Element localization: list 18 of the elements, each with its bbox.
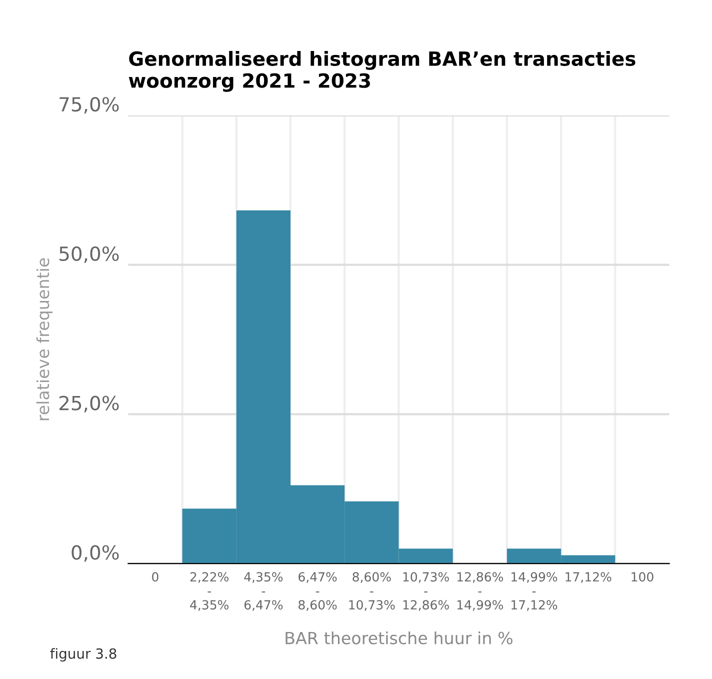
x-tick-label: 10,73% - 12,86% <box>403 572 449 611</box>
x-axis-title: BAR theoretische huur in % <box>286 631 512 644</box>
y-axis-title: relatieve frequentie <box>36 258 52 420</box>
text: figuur 3.8 <box>50 648 116 662</box>
chart-title: Genormaliseerd histogram BAR’en transacties woonzorg 2021 - 2023 <box>128 50 636 92</box>
x-tick-label: 14,99% - 17,12% <box>512 572 558 611</box>
x-tick-label: 8,60% - 10,73% <box>349 572 395 611</box>
y-tick-label: 0,0% <box>72 545 119 562</box>
y-tick-label: 50,0% <box>60 246 119 264</box>
y-tick-label: 75,0% <box>60 96 119 114</box>
x-tick-label: 12,86% - 14,99% <box>457 572 504 611</box>
x-tick-label: 17,12% <box>566 572 612 583</box>
y-tick-label: 25,0% <box>59 396 119 412</box>
x-tick-label: 6,47% - 8,60% <box>298 572 337 611</box>
x-tick-label: 4,35% - 6,47% <box>244 572 283 611</box>
x-tick-label: 2,22% - 4,35% <box>190 572 228 611</box>
x-tick-label: 0 <box>152 572 158 582</box>
x-tick-label: 100 <box>632 572 654 582</box>
